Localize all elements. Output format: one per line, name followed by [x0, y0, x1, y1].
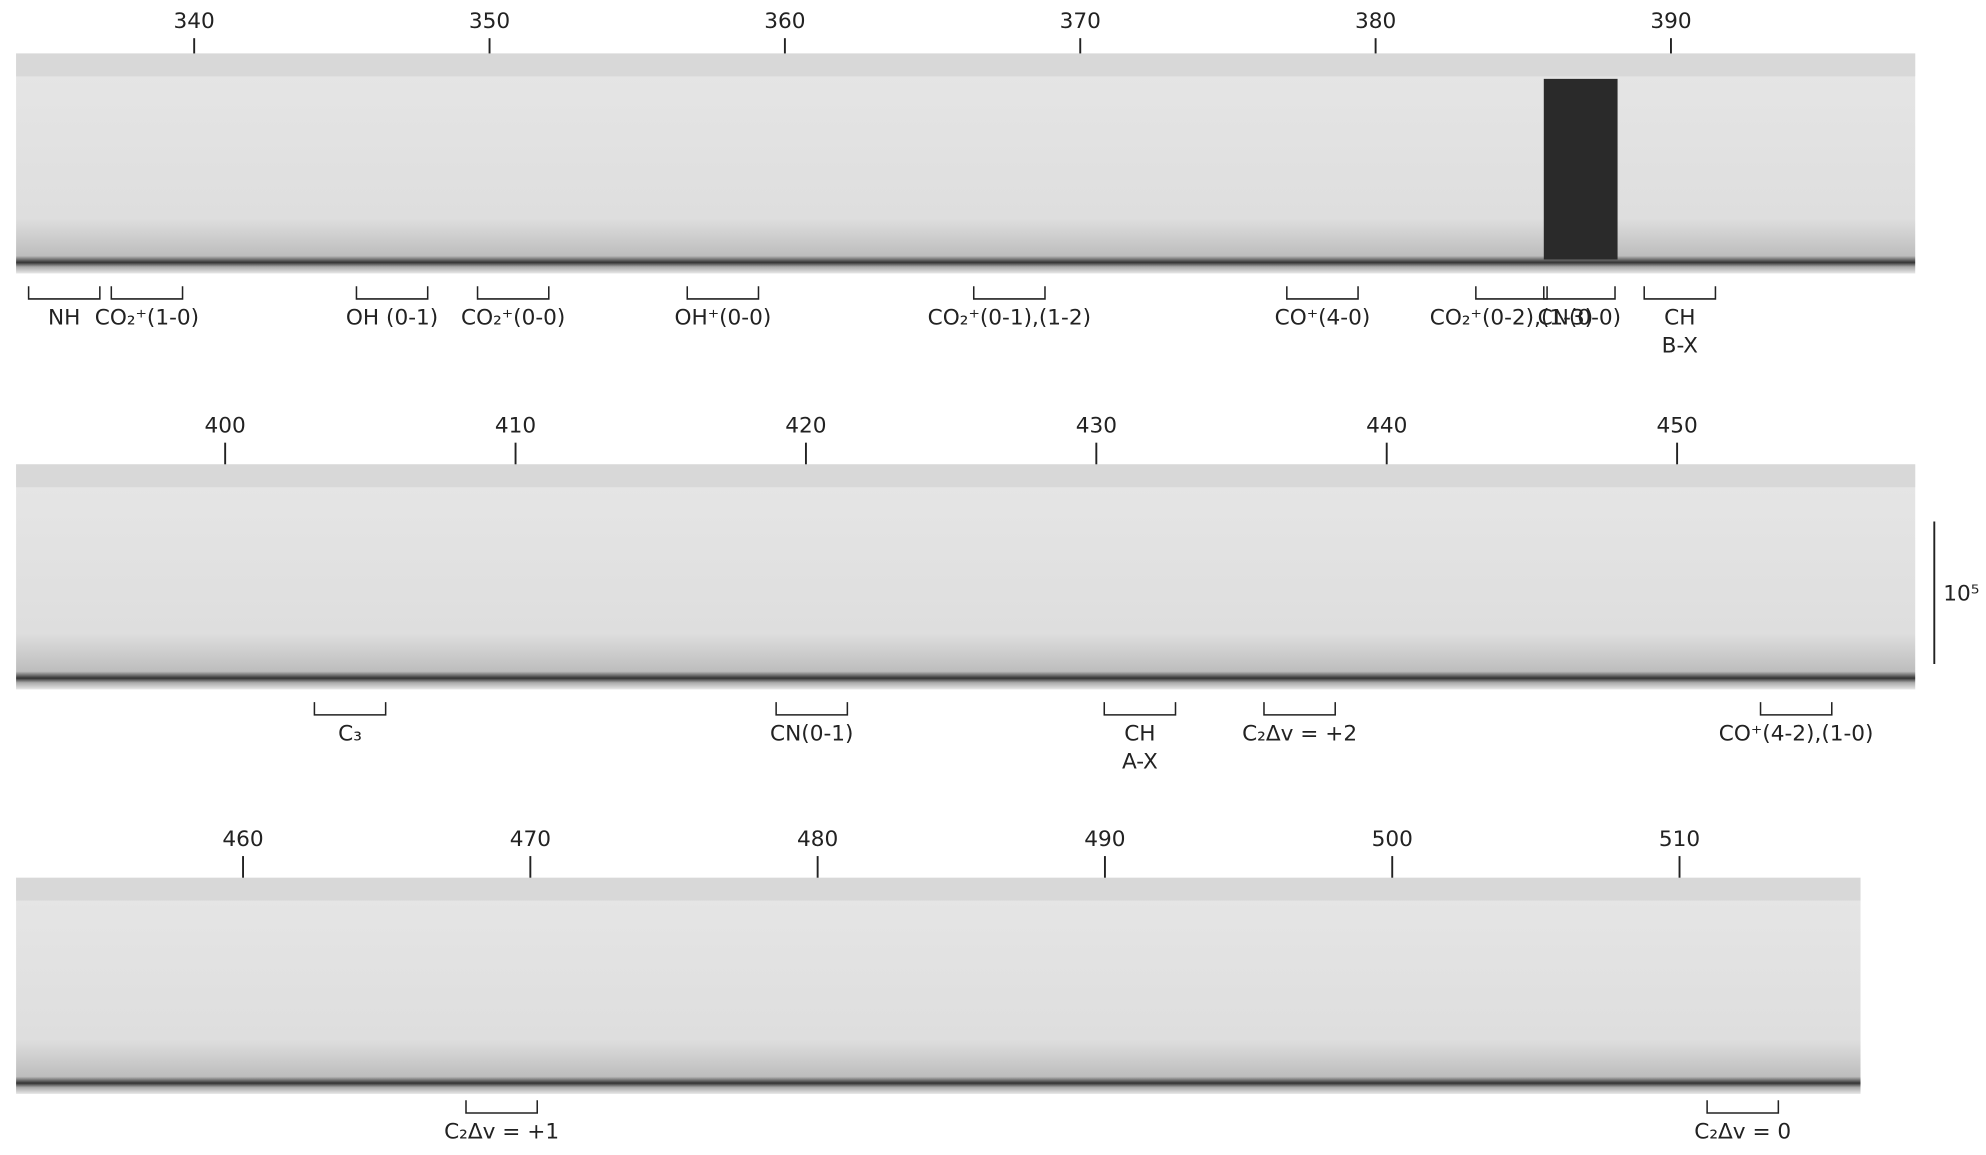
band-label: NH: [48, 305, 80, 330]
band-label: B-X: [1662, 333, 1699, 358]
band-bracket: [476, 286, 550, 300]
reference-strip: [16, 877, 1861, 901]
tick-label: 340: [174, 9, 215, 34]
band-label: CH: [1664, 305, 1695, 330]
band-bracket: [1706, 1100, 1780, 1114]
band-label: CO₂⁺(1-0): [95, 305, 199, 330]
band-bracket: [1103, 702, 1177, 716]
tick-label: 510: [1659, 827, 1700, 852]
band-bracket: [1643, 286, 1717, 300]
band-bracket: [1543, 286, 1616, 300]
tick-label: 400: [205, 413, 246, 438]
tick-label: 460: [222, 827, 263, 852]
tick-label: 440: [1366, 413, 1407, 438]
band-label: CO₂⁺(0-0): [461, 305, 565, 330]
tick-label: 350: [469, 9, 510, 34]
band-bracket: [1286, 286, 1359, 300]
band-label: CN(0-0): [1538, 305, 1621, 330]
band-label: OH (0-1): [346, 305, 438, 330]
band-bracket: [972, 286, 1046, 300]
tick-label: 380: [1355, 9, 1396, 34]
band-label: CO₂⁺(0-1),(1-2): [928, 305, 1091, 330]
band-label: CN(0-1): [770, 721, 853, 746]
tick-label: 490: [1084, 827, 1125, 852]
cn-band-head: [1543, 78, 1618, 260]
band-bracket: [1263, 702, 1336, 716]
tick-label: 420: [785, 413, 826, 438]
spectrum-strip: [16, 877, 1861, 1094]
band-label: OH⁺(0-0): [674, 305, 771, 330]
tick-label: 390: [1650, 9, 1691, 34]
band-bracket: [775, 702, 849, 716]
band-label: CO⁺(4-2),(1-0): [1719, 721, 1874, 746]
band-bracket: [355, 286, 429, 300]
band-bracket: [313, 702, 387, 716]
band-bracket: [465, 1100, 538, 1114]
tick-label: 450: [1656, 413, 1697, 438]
tick-label: 500: [1372, 827, 1413, 852]
tick-label: 410: [495, 413, 536, 438]
band-label: CO⁺(4-0): [1275, 305, 1371, 330]
band-bracket: [1475, 286, 1548, 300]
tick-label: 480: [797, 827, 838, 852]
tick-label: 360: [764, 9, 805, 34]
reference-strip: [16, 464, 1916, 488]
scale-label: 10⁵: [1943, 581, 1979, 606]
band-label: CO₂⁺(0-2),(1-3): [1430, 305, 1593, 330]
band-bracket: [1759, 702, 1833, 716]
tick-label: 470: [510, 827, 551, 852]
band-label: A-X: [1122, 749, 1158, 774]
tick-label: 430: [1076, 413, 1117, 438]
band-bracket: [27, 286, 101, 300]
band-bracket: [110, 286, 184, 300]
spectrum-strip: [16, 53, 1916, 274]
band-label: C₃: [338, 721, 362, 746]
band-label: C₂Δv = 0: [1694, 1119, 1791, 1144]
spectrum-strip: [16, 464, 1916, 690]
tick-label: 370: [1060, 9, 1101, 34]
reference-strip: [16, 53, 1916, 77]
band-bracket: [686, 286, 760, 300]
band-label: C₂Δv = +2: [1242, 721, 1357, 746]
band-label: CH: [1124, 721, 1155, 746]
band-label: C₂Δv = +1: [444, 1119, 559, 1144]
